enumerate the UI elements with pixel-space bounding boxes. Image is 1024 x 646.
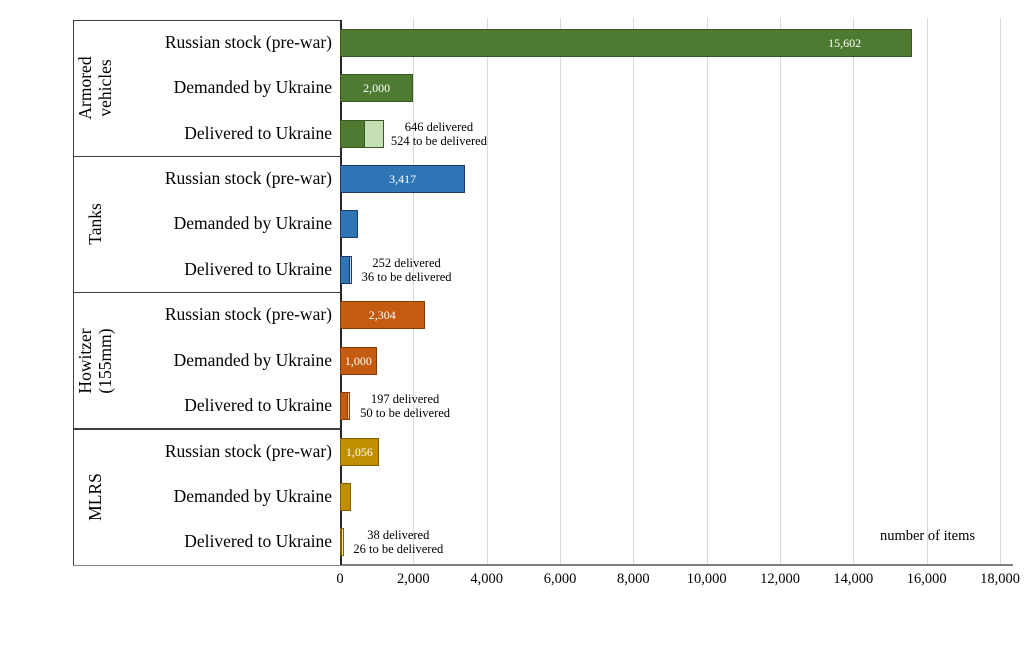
- row-label-russian-stock-pre-war: Russian stock (pre-war): [164, 168, 332, 188]
- bar-demanded: [340, 482, 351, 511]
- bar-to-be-delivered: [349, 255, 352, 284]
- row-label-demanded-by-ukraine: Demanded by Ukraine: [173, 77, 332, 98]
- row-label-demanded-by-ukraine: Demanded by Ukraine: [173, 485, 332, 506]
- bar-delivered: [340, 119, 366, 148]
- x-tick-label: 14,000: [833, 571, 874, 587]
- delivery-annotation: 197 delivered 50 to be delivered: [353, 392, 457, 420]
- category-separator: [73, 155, 341, 157]
- bar-value-label: 3,417: [389, 172, 417, 186]
- bar-to-be-delivered: [347, 392, 351, 420]
- bar-demanded: [340, 210, 359, 239]
- delivery-annotation-line: 524 to be delivered: [390, 133, 487, 148]
- bar-russian-stock: 3,417: [340, 165, 466, 193]
- bar-to-be-delivered: [363, 119, 385, 148]
- x-axis-title: number of items: [879, 528, 975, 544]
- x-tick-label: 16,000: [906, 571, 947, 587]
- delivery-annotation-line: 38 delivered: [367, 528, 430, 543]
- x-tick-label: 10,000: [686, 571, 727, 587]
- row-label-delivered-to-ukraine: Delivered to Ukraine: [184, 395, 332, 415]
- row-label-russian-stock-pre-war: Russian stock (pre-war): [164, 440, 332, 461]
- delivery-annotation-line: 26 to be delivered: [353, 542, 444, 557]
- x-axis-line: [73, 564, 1013, 566]
- gridline: [780, 18, 781, 565]
- row-label-delivered-to-ukraine: Delivered to Ukraine: [184, 258, 332, 279]
- gridline: [1000, 18, 1001, 565]
- bar-russian-stock: 15,602: [340, 28, 913, 57]
- row-label-demanded-by-ukraine: Demanded by Ukraine: [173, 213, 332, 234]
- category-separator: [73, 428, 341, 430]
- bar-russian-stock: 1,056: [340, 437, 379, 466]
- gridline: [926, 18, 928, 565]
- bar-demanded: 2,000: [340, 74, 414, 103]
- delivery-annotation-line: 50 to be delivered: [360, 406, 451, 420]
- row-label-russian-stock-pre-war: Russian stock (pre-war): [164, 304, 332, 325]
- row-label-demanded-by-ukraine: Demanded by Ukraine: [173, 349, 332, 370]
- bar-russian-stock: 2,304: [340, 301, 425, 330]
- gridline: [633, 18, 635, 565]
- bar-value-label: 2,304: [368, 308, 396, 323]
- bar-value-label: 1,056: [345, 444, 373, 459]
- bar-to-be-delivered: [341, 528, 344, 557]
- delivery-annotation-line: 36 to be delivered: [361, 269, 452, 284]
- gridline: [853, 18, 855, 565]
- bar-value-label: 15,602: [828, 35, 862, 50]
- x-tick-label: 18,000: [980, 571, 1020, 587]
- row-label-delivered-to-ukraine: Delivered to Ukraine: [184, 122, 332, 143]
- row-label-russian-stock-pre-war: Russian stock (pre-war): [164, 31, 332, 52]
- gridline: [560, 18, 561, 565]
- bar-value-label: 2,000: [363, 81, 391, 96]
- x-tick-label: 2,000: [396, 571, 430, 587]
- category-separator: [73, 291, 341, 294]
- delivery-annotation-line: 646 delivered: [404, 119, 474, 134]
- gridline: [486, 18, 488, 565]
- delivery-annotation: 38 delivered 26 to be delivered: [346, 528, 450, 556]
- x-tick-label: 0: [336, 571, 344, 587]
- delivery-annotation: 646 delivered 524 to be delivered: [387, 120, 491, 148]
- x-tick-label: 8,000: [616, 571, 650, 587]
- delivery-annotation-line: 197 delivered: [370, 392, 440, 406]
- delivery-annotation-line: 252 delivered: [372, 255, 441, 270]
- x-tick-label: 6,000: [543, 571, 577, 587]
- bar-value-label: 1,000: [344, 353, 372, 368]
- row-label-delivered-to-ukraine: Delivered to Ukraine: [184, 531, 332, 552]
- gridline: [413, 18, 415, 565]
- bar-demanded: 1,000: [340, 346, 377, 375]
- x-tick-label: 4,000: [470, 571, 503, 587]
- delivery-annotation: 252 delivered 36 to be delivered: [355, 256, 459, 284]
- x-tick-label: 12,000: [760, 571, 800, 587]
- gridline: [706, 18, 708, 565]
